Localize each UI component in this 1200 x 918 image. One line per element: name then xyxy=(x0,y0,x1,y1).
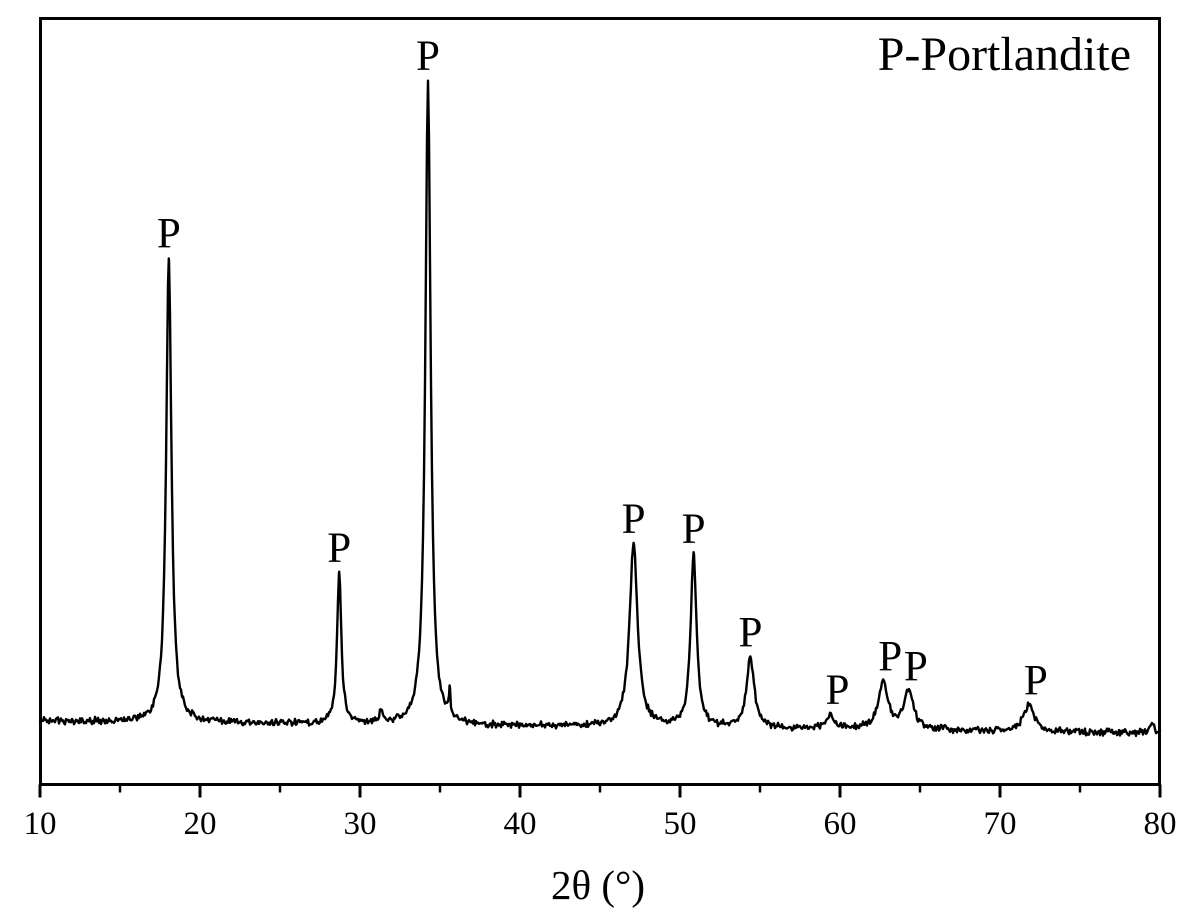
peak-label-marker: P xyxy=(327,525,351,572)
x-tick-label: 30 xyxy=(344,806,377,842)
peak-label-marker: P xyxy=(682,506,706,553)
peak-label-marker: P xyxy=(622,496,646,543)
peak-label-marker: P xyxy=(825,667,849,714)
x-tick-label: 70 xyxy=(984,806,1017,842)
peak-label-marker: P xyxy=(416,33,440,80)
x-axis-ticks xyxy=(38,784,1162,798)
peak-label-marker: P xyxy=(738,610,762,657)
x-tick-label: 60 xyxy=(824,806,857,842)
x-tick-label: 50 xyxy=(664,806,697,842)
x-axis-title: 2θ (°) xyxy=(551,862,645,908)
legend-phase-label: P-Portlandite xyxy=(878,28,1131,81)
x-tick-label: 20 xyxy=(184,806,217,842)
peak-label-marker: P xyxy=(904,644,928,691)
xrd-trace-line xyxy=(38,79,1162,738)
peak-label-marker: P xyxy=(157,211,181,258)
peak-label-marker: P xyxy=(878,634,902,681)
x-tick-label: 80 xyxy=(1144,806,1177,842)
x-axis-tick-labels: 10 20 30 40 50 60 70 80 xyxy=(24,806,1177,842)
plot-border xyxy=(39,17,1161,786)
peak-label-marker: P xyxy=(1024,658,1048,705)
x-tick-label: 10 xyxy=(24,806,57,842)
x-tick-label: 40 xyxy=(504,806,537,842)
